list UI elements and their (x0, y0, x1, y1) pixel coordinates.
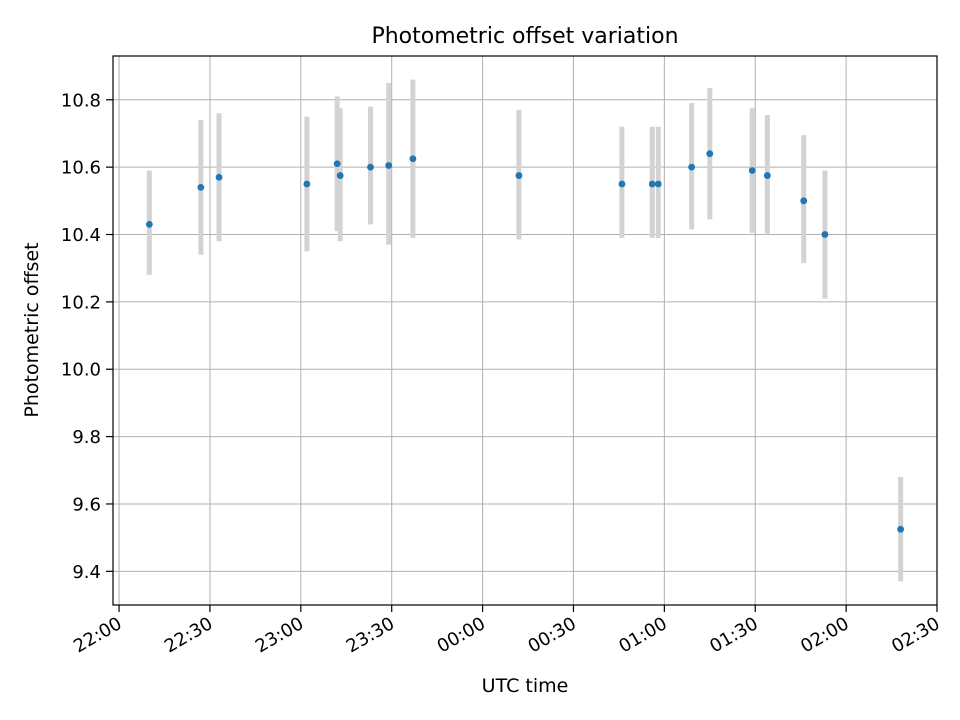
y-tick-label: 10.4 (61, 225, 101, 246)
y-tick-label: 9.4 (72, 562, 101, 583)
x-tick-label: 00:30 (525, 613, 580, 657)
y-tick-label: 9.8 (72, 427, 101, 448)
x-tick-label: 00:00 (434, 613, 489, 657)
data-point (409, 155, 417, 163)
data-point (821, 231, 829, 238)
data-point (648, 180, 656, 188)
x-axis: 22:00 22:30 23:00 23:30 00:00 00:30 01:00 01:30… (70, 605, 944, 657)
x-tick-label: 23:30 (343, 613, 398, 657)
y-axis: 9.4 9.6 9.8 10.0 10.2 10.4 10.6 10.8 (61, 90, 113, 583)
y-tick-label: 10.2 (61, 292, 101, 313)
y-tick-label: 10.8 (61, 90, 101, 111)
x-tick-label: 22:00 (70, 613, 125, 657)
x-tick-label: 01:30 (706, 613, 761, 657)
data-point (367, 163, 374, 171)
data-point (800, 197, 808, 205)
data-point (706, 150, 714, 158)
x-axis-label: UTC time (482, 675, 569, 697)
plot-background (113, 56, 937, 605)
data-point (654, 180, 662, 188)
data-point (748, 167, 756, 174)
y-tick-label: 9.6 (72, 494, 101, 515)
x-tick-label: 02:00 (797, 613, 852, 657)
y-axis-label: Photometric offset (21, 242, 43, 417)
data-point (897, 525, 905, 533)
chart-title: Photometric offset variation (371, 24, 678, 49)
y-tick-label: 10.6 (61, 158, 101, 179)
data-point (385, 162, 393, 169)
data-point (515, 172, 523, 179)
data-points (145, 150, 905, 533)
x-tick-label: 02:30 (888, 613, 943, 657)
data-point (763, 172, 771, 179)
data-point (688, 163, 696, 171)
plot-frame (112, 55, 938, 606)
data-point (197, 183, 205, 191)
y-tick-label: 10.0 (61, 360, 101, 381)
data-point (145, 221, 153, 228)
data-point (303, 180, 311, 188)
x-tick-label: 01:00 (615, 613, 670, 657)
x-tick-label: 23:00 (252, 613, 307, 657)
x-tick-label: 22:30 (161, 613, 216, 657)
data-point (333, 160, 341, 168)
data-point (336, 172, 344, 179)
data-point (215, 173, 223, 181)
data-point (618, 180, 626, 188)
